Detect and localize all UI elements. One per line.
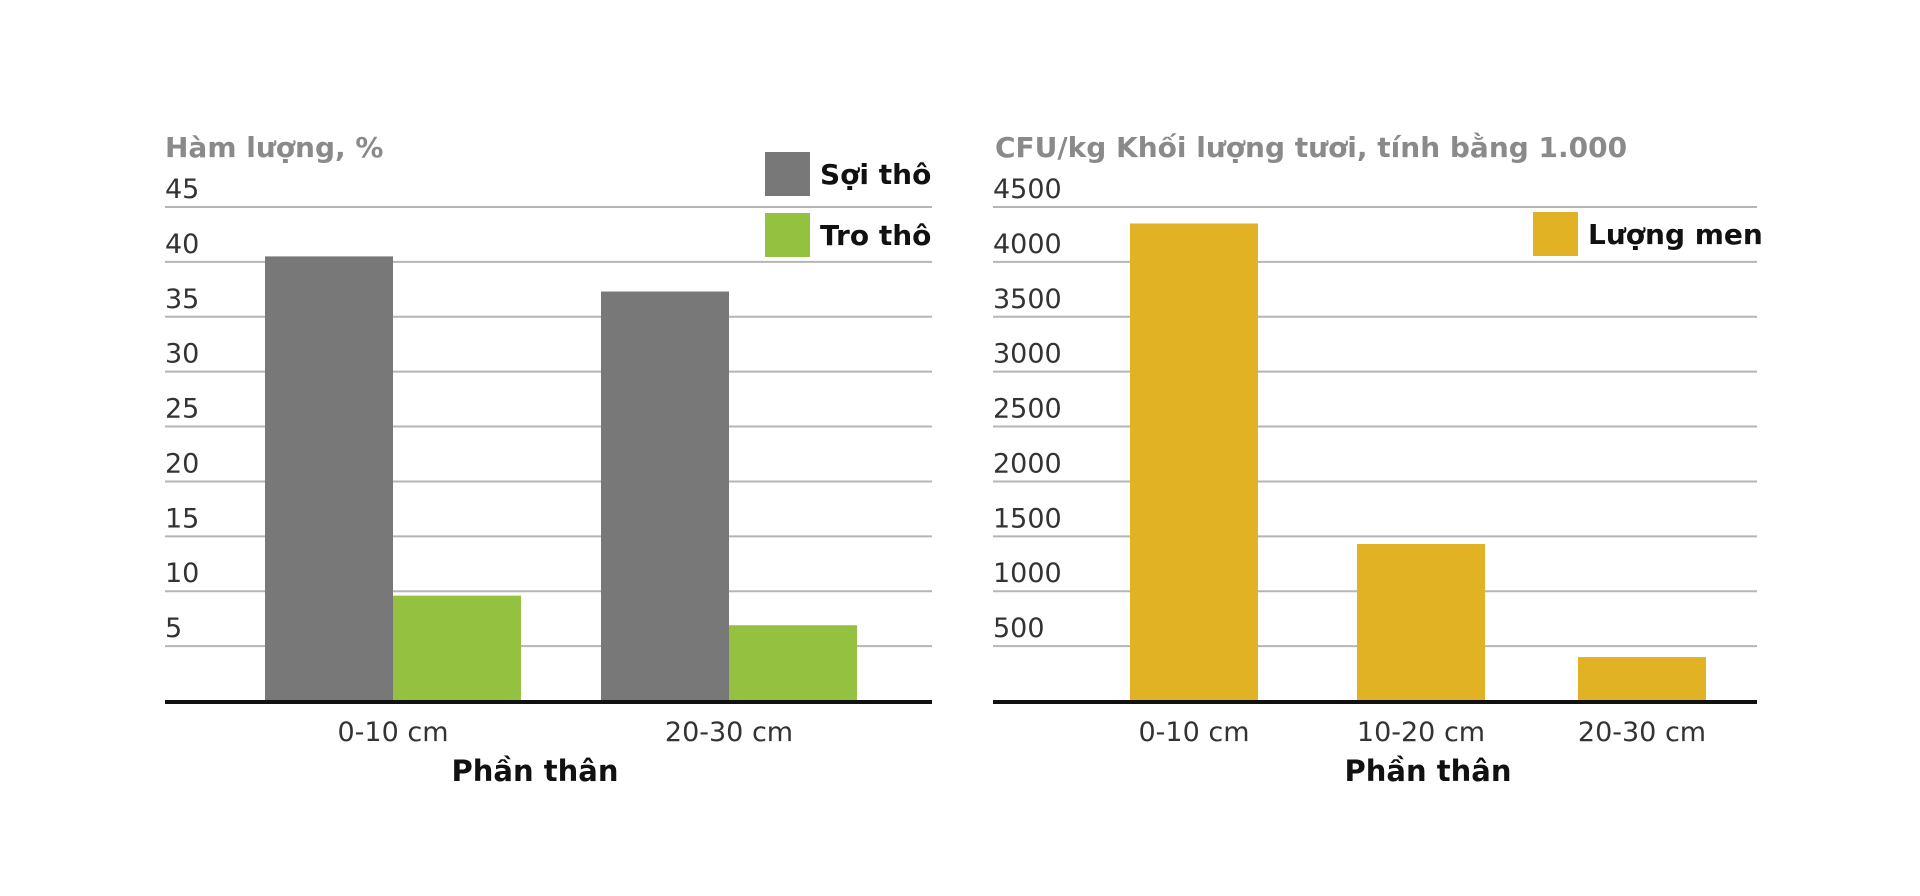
bar-lượng-men-2 [1578,657,1706,701]
y-axis-title: CFU/kg Khối lượng tươi, tính bằng 1.000 [995,131,1627,164]
y-tick-label: 4500 [993,174,1062,205]
bar-lượng-men-1 [1357,544,1485,701]
legend-label: Tro thô [820,219,931,252]
bar-tro-thô-0 [393,595,521,701]
chart-fiber-ash: Hàm lượng, % Phần thân Sợi thô Tro thô 5… [165,131,932,788]
chart-yeast-count: CFU/kg Khối lượng tươi, tính bằng 1.000 … [993,131,1763,788]
y-tick-label: 500 [993,613,1045,644]
x-tick-label: 20-30 cm [1578,717,1706,748]
x-axis-title: Phần thân [452,754,619,788]
y-tick-label: 10 [165,558,199,589]
bar-sợi-thô-0 [265,256,393,701]
legend-swatch [765,213,810,257]
x-axis-title: Phần thân [1345,754,1512,788]
y-tick-label: 15 [165,503,199,534]
y-tick-label: 40 [165,229,199,260]
x-tick-label: 0-10 cm [337,717,448,748]
y-tick-label: 2500 [993,394,1062,425]
legend-swatch [1533,212,1578,256]
y-tick-label: 1500 [993,503,1062,534]
bar-sợi-thô-1 [601,291,729,701]
x-tick-label: 10-20 cm [1357,717,1485,748]
y-tick-label: 25 [165,394,199,425]
y-tick-label: 35 [165,284,199,315]
legend-item-tro-tho: Tro thô [765,213,931,257]
legend-item-soi-tho: Sợi thô [765,152,931,196]
y-axis-title: Hàm lượng, % [165,131,383,164]
legend-label: Lượng men [1588,218,1763,251]
x-tick-label: 0-10 cm [1138,717,1249,748]
bar-lượng-men-0 [1130,223,1258,701]
legend-item-luong-men: Lượng men [1533,212,1763,256]
legend-swatch [765,152,810,196]
bar-tro-thô-1 [729,625,857,701]
y-tick-label: 45 [165,174,199,205]
y-tick-label: 5 [165,613,182,644]
y-tick-label: 3000 [993,339,1062,370]
y-tick-label: 30 [165,339,199,370]
y-tick-label: 3500 [993,284,1062,315]
y-tick-label: 1000 [993,558,1062,589]
x-tick-label: 20-30 cm [665,717,793,748]
y-tick-label: 20 [165,448,199,479]
legend-label: Sợi thô [820,158,931,191]
y-tick-label: 4000 [993,229,1062,260]
y-tick-label: 2000 [993,448,1062,479]
